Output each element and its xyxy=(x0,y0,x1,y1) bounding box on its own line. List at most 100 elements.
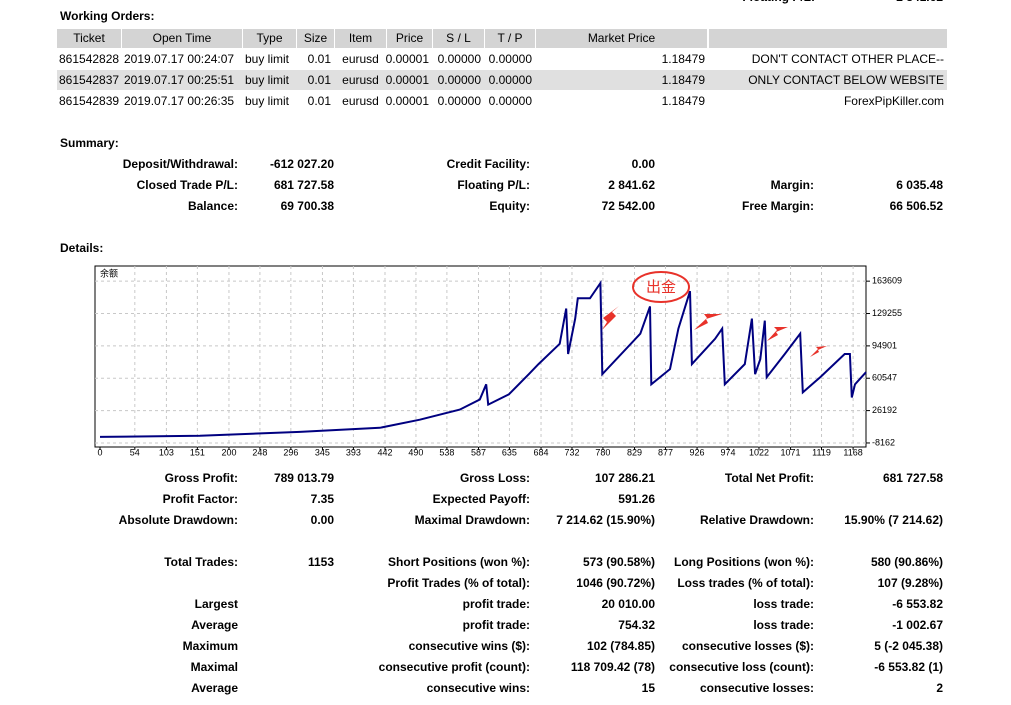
column-header: Open Time xyxy=(153,31,212,45)
label: profit trade: xyxy=(463,597,530,611)
column-header: Ticket xyxy=(73,31,105,45)
label: Equity: xyxy=(489,199,530,213)
header-cell xyxy=(709,29,947,48)
header-cell xyxy=(297,29,334,48)
label: Total Net Profit: xyxy=(725,471,814,485)
label: Maximal Drawdown: xyxy=(415,513,530,527)
section-title: Working Orders: xyxy=(60,9,154,23)
cell: 861542837 xyxy=(59,73,119,87)
header-cell xyxy=(335,29,386,48)
cell: 1.18479 xyxy=(662,52,706,66)
value: 573 (90.58%) xyxy=(583,555,655,569)
cell: buy limit xyxy=(245,94,290,108)
label: Largest xyxy=(195,597,238,611)
cell: 861542828 xyxy=(59,52,119,66)
arrow xyxy=(694,314,722,330)
label: profit trade: xyxy=(463,618,530,632)
cell: buy limit xyxy=(245,52,290,66)
y-tick-label: 60547 xyxy=(872,373,897,383)
x-tick-label: 1168 xyxy=(843,447,862,457)
label: consecutive wins: xyxy=(427,681,530,695)
value: 0.00 xyxy=(311,513,335,527)
value: 2 841.62 xyxy=(608,178,655,192)
section-title: Details: xyxy=(60,241,103,255)
x-tick-label: 1071 xyxy=(781,447,801,457)
label: Maximum xyxy=(183,639,238,653)
y-tick-label: 163609 xyxy=(872,276,902,286)
value: 1153 xyxy=(308,555,334,569)
value: 754.32 xyxy=(618,618,655,632)
cell: 861542839 xyxy=(59,94,119,108)
annotation: 出金 xyxy=(646,279,676,296)
cell: 0.00001 xyxy=(386,94,430,108)
x-tick-label: 587 xyxy=(471,447,486,457)
cell: ForexPipKiller.com xyxy=(844,94,944,108)
x-tick-label: 780 xyxy=(595,447,610,457)
cell: 2019.07.17 00:26:35 xyxy=(124,94,234,108)
x-tick-label: 538 xyxy=(439,447,454,457)
label: consecutive losses ($): xyxy=(682,639,814,653)
annotation-circle xyxy=(632,271,690,303)
column-header: S / L xyxy=(446,31,471,45)
column-header: Price xyxy=(396,31,424,45)
row-highlight xyxy=(57,70,947,90)
label: Deposit/Withdrawal: xyxy=(123,157,238,171)
cell: 0.01 xyxy=(308,73,332,87)
x-tick-label: 490 xyxy=(408,447,423,457)
label: Credit Facility: xyxy=(447,157,530,171)
x-tick-label: 829 xyxy=(627,447,642,457)
cell: eurusd xyxy=(342,52,379,66)
value: 7.35 xyxy=(311,492,335,506)
cell: 1.18479 xyxy=(662,73,706,87)
cell: DON'T CONTACT OTHER PLACE-- xyxy=(752,52,944,66)
x-tick-label: 103 xyxy=(159,447,174,457)
label: Long Positions (won %): xyxy=(674,555,814,569)
cell: 0.00001 xyxy=(386,73,430,87)
label: Profit Factor: xyxy=(163,492,238,506)
arrow xyxy=(767,327,788,341)
header-cell xyxy=(433,29,484,48)
x-tick-label: 248 xyxy=(252,447,267,457)
cell: 0.00001 xyxy=(386,52,430,66)
cell: 0.00000 xyxy=(438,52,482,66)
label: Closed Trade P/L: xyxy=(137,178,238,192)
header-cell xyxy=(485,29,535,48)
x-tick-label: 635 xyxy=(502,447,517,457)
label: loss trade: xyxy=(753,618,814,632)
value: 66 506.52 xyxy=(890,199,944,213)
value: 15 xyxy=(642,681,656,695)
label: Loss trades (% of total): xyxy=(677,576,814,590)
cell: eurusd xyxy=(342,94,379,108)
x-tick-label: 345 xyxy=(315,447,330,457)
value: -6 553.82 (1) xyxy=(874,660,943,674)
arrow xyxy=(810,346,827,357)
value: 789 013.79 xyxy=(274,471,334,485)
cell: 0.01 xyxy=(308,94,332,108)
cell: buy limit xyxy=(245,73,290,87)
header-cell xyxy=(387,29,432,48)
value: 2 xyxy=(936,681,943,695)
balance-line xyxy=(99,279,867,438)
x-tick-label: 151 xyxy=(190,447,205,457)
value: -1 002.67 xyxy=(892,618,943,632)
cell: 0.00000 xyxy=(438,73,482,87)
y-tick-label: 26192 xyxy=(872,405,897,415)
section-title: Summary: xyxy=(60,136,119,150)
legend-label: 余额 xyxy=(100,267,118,278)
label: Average xyxy=(191,681,238,695)
column-header: Item xyxy=(349,31,372,45)
cell: 2019.07.17 00:24:07 xyxy=(124,52,234,66)
label: Absolute Drawdown: xyxy=(119,513,238,527)
label: consecutive profit (count): xyxy=(379,660,530,674)
value: 72 542.00 xyxy=(602,199,656,213)
value: 681 727.58 xyxy=(883,471,943,485)
value: 107 286.21 xyxy=(595,471,655,485)
column-header: Type xyxy=(256,31,282,45)
x-tick-label: 877 xyxy=(658,447,673,457)
x-tick-label: 1022 xyxy=(749,447,769,457)
column-header: Market Price xyxy=(588,31,656,45)
x-tick-label: 974 xyxy=(721,447,736,457)
value: 6 035.48 xyxy=(896,178,943,192)
header-cell xyxy=(243,29,296,48)
cell: ONLY CONTACT BELOW WEBSITE xyxy=(748,73,944,87)
